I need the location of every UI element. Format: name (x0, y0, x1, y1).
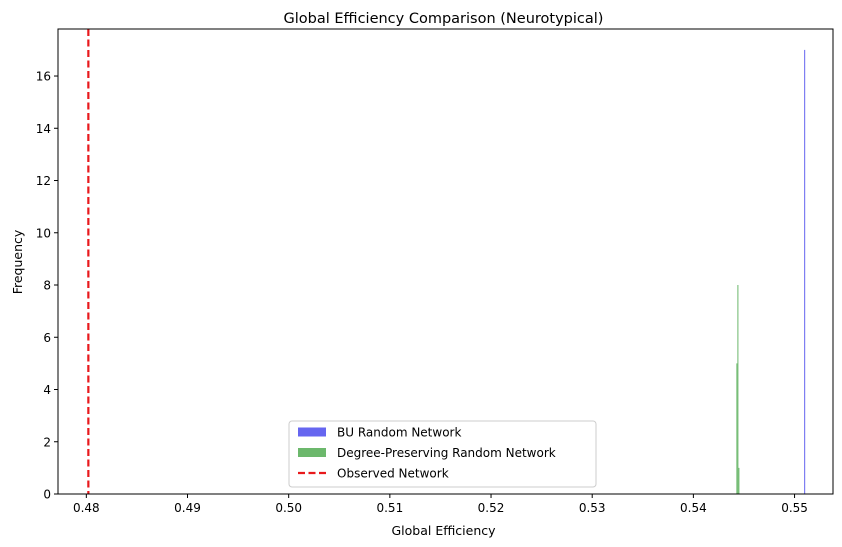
plot-frame (57, 28, 834, 495)
x-axis: 0.48 0.49 0.50 0.51 0.52 0.53 0.54 0.55 (73, 494, 808, 515)
y-axis: 0 2 4 6 8 10 12 14 16 (36, 70, 58, 502)
x-tick-label: 0.52 (478, 501, 505, 515)
histogram-bar (804, 49, 806, 495)
y-tick-label: 6 (43, 331, 51, 345)
legend-label: Observed Network (337, 467, 449, 481)
x-tick-label: 0.48 (73, 501, 100, 515)
histogram-bar (738, 467, 740, 494)
histogram-bar (736, 363, 738, 494)
y-tick-label: 14 (36, 122, 51, 136)
plot-area (87, 29, 806, 495)
y-axis-label: Frequency (10, 229, 25, 294)
x-axis-label: Global Efficiency (391, 523, 496, 538)
y-tick-label: 4 (43, 383, 51, 397)
legend-swatch (298, 427, 326, 437)
x-tick-label: 0.51 (376, 501, 403, 515)
legend-swatch (298, 448, 326, 457)
x-tick-label: 0.55 (781, 501, 808, 515)
legend-box (288, 420, 597, 488)
y-tick-label: 16 (36, 70, 51, 84)
y-tick-label: 10 (36, 226, 51, 240)
legend: BU Random Network Degree-Preserving Rando… (288, 420, 597, 488)
x-tick-label: 0.54 (680, 501, 707, 515)
x-tick-label: 0.50 (275, 501, 302, 515)
legend-label: BU Random Network (337, 426, 461, 440)
y-tick-label: 12 (36, 174, 51, 188)
y-tick-label: 0 (43, 488, 51, 502)
legend-label: Degree-Preserving Random Network (337, 446, 556, 460)
chart-title: Global Efficiency Comparison (Neurotypic… (284, 11, 604, 27)
histogram-bar (737, 285, 739, 494)
y-tick-label: 8 (43, 279, 51, 293)
x-tick-label: 0.49 (174, 501, 201, 515)
y-tick-label: 2 (43, 435, 51, 449)
x-tick-label: 0.53 (579, 501, 606, 515)
